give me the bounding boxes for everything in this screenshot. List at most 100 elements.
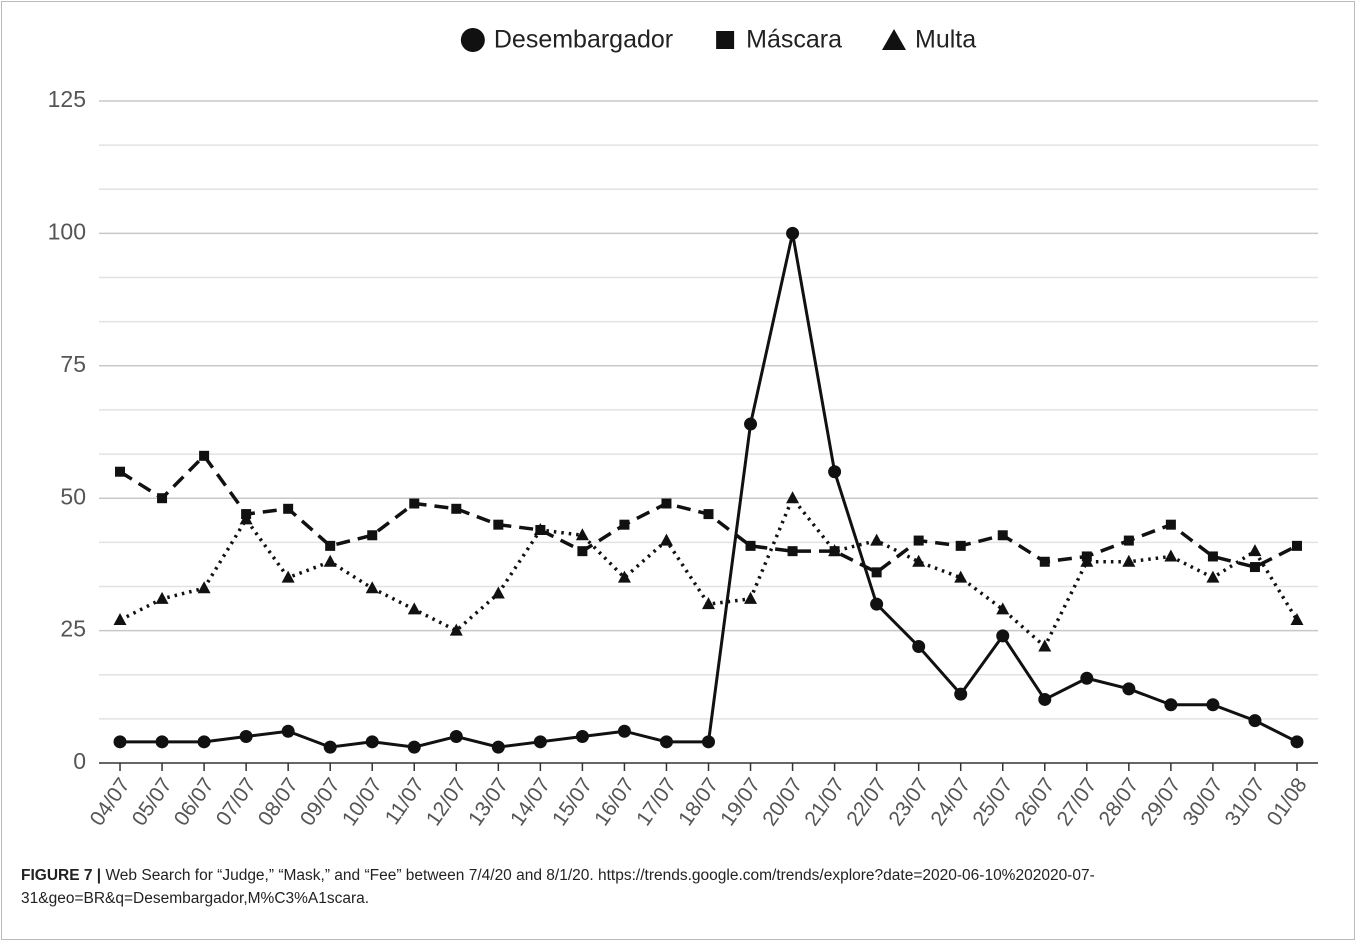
legend-label: Desembargador: [494, 26, 673, 54]
x-tick-label: 27/07: [1052, 774, 1101, 830]
point: [996, 629, 1010, 643]
x-tick-label: 10/07: [338, 774, 387, 830]
x-tick-label: 01/08: [1263, 774, 1312, 830]
point: [913, 535, 924, 546]
point: [828, 544, 842, 557]
point: [407, 602, 421, 615]
point: [199, 450, 210, 461]
point: [744, 417, 758, 431]
point: [409, 498, 420, 509]
point: [1122, 554, 1136, 567]
x-tick-label: 08/07: [254, 774, 303, 830]
point: [1039, 556, 1050, 567]
point: [451, 503, 462, 514]
point: [533, 735, 547, 749]
point: [1290, 735, 1304, 749]
point: [281, 724, 295, 738]
point: [870, 533, 884, 546]
point: [575, 730, 589, 744]
point: [281, 570, 295, 583]
x-tick-label: 22/07: [842, 774, 891, 830]
x-tick-label: 18/07: [674, 774, 723, 830]
x-tick-label: 16/07: [590, 774, 639, 830]
x-tick-label: 25/07: [968, 774, 1017, 830]
point: [1206, 570, 1220, 583]
point: [1249, 562, 1260, 573]
x-tick-label: 15/07: [548, 774, 597, 830]
point: [1248, 714, 1262, 728]
legend-marker: [716, 31, 735, 49]
point: [157, 493, 168, 504]
point: [828, 465, 842, 479]
x-tick-label: 04/07: [86, 774, 135, 830]
series-line: [119, 494, 1299, 650]
x-tick-label: 19/07: [716, 774, 765, 830]
point: [870, 597, 884, 611]
legend: Desembargador Máscara Multa: [460, 26, 976, 54]
point: [786, 226, 800, 240]
legend-marker: [460, 28, 485, 52]
caption-label: FIGURE 7 |: [21, 867, 102, 884]
point: [491, 740, 505, 754]
point: [1290, 613, 1304, 626]
point: [577, 546, 588, 557]
x-tick-label: 21/07: [800, 774, 849, 830]
x-tick-label: 06/07: [170, 774, 219, 830]
point: [659, 735, 673, 749]
x-tick-label: 14/07: [506, 774, 555, 830]
point: [449, 623, 463, 636]
point: [283, 503, 294, 514]
caption: FIGURE 7 | Web Search for “Judge,” “Mask…: [21, 864, 1343, 910]
x-tick-label: 23/07: [884, 774, 933, 830]
point: [786, 491, 800, 504]
point: [323, 554, 337, 567]
point: [155, 591, 169, 604]
point: [407, 740, 421, 754]
x-tick-label: 31/07: [1221, 774, 1270, 830]
point: [1248, 544, 1262, 557]
point: [954, 687, 968, 701]
point: [155, 735, 169, 749]
point: [703, 509, 714, 520]
point: [365, 581, 379, 594]
x-tick-label: 11/07: [381, 774, 429, 829]
point: [239, 512, 253, 525]
x-tick-label: 13/07: [464, 774, 513, 830]
point: [617, 724, 631, 738]
point: [1206, 698, 1220, 712]
point: [619, 519, 630, 530]
x-tick-label: 07/07: [212, 774, 261, 830]
point: [1164, 549, 1178, 562]
point: [997, 530, 1008, 541]
point: [367, 530, 378, 541]
point: [113, 613, 127, 626]
point: [449, 730, 463, 744]
x-tick-label: 28/07: [1094, 774, 1143, 830]
y-tick-label: 125: [48, 86, 86, 112]
series-line: [120, 233, 1298, 749]
point: [955, 540, 966, 551]
legend-marker: [882, 29, 906, 50]
x-tick-label: 09/07: [296, 774, 345, 830]
y-tick-label: 25: [60, 616, 86, 642]
point: [115, 466, 126, 477]
point: [365, 735, 379, 749]
point: [871, 567, 882, 578]
point: [912, 639, 926, 653]
point: [745, 540, 756, 551]
point: [744, 591, 758, 604]
x-tick-label: 26/07: [1010, 774, 1059, 830]
point: [1165, 519, 1176, 530]
point: [491, 586, 505, 599]
point: [493, 519, 504, 530]
caption-text: Web Search for “Judge,” “Mask,” and “Fee…: [21, 867, 1095, 907]
point: [113, 735, 127, 749]
point: [1291, 540, 1302, 551]
point: [661, 498, 672, 509]
point: [1164, 698, 1178, 712]
point: [197, 735, 211, 749]
point: [197, 581, 211, 594]
y-tick-label: 100: [48, 218, 86, 244]
legend-label: Multa: [915, 26, 976, 54]
